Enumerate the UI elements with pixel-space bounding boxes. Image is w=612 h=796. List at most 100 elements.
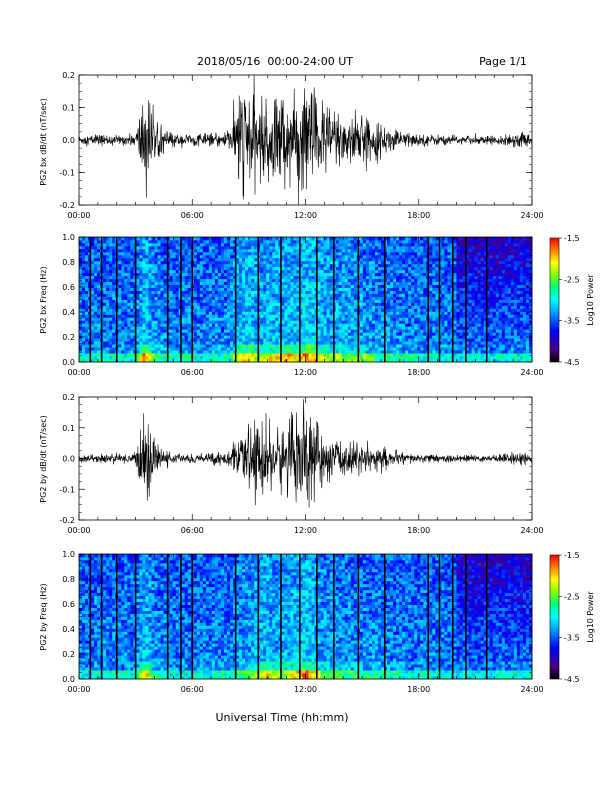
spectrogram-cell <box>420 285 423 288</box>
spectrogram-cell <box>148 329 151 332</box>
spectrogram-cell <box>236 276 239 279</box>
spectrogram-cell <box>405 323 408 326</box>
spectrogram-cell <box>363 338 366 341</box>
spectrogram-cell <box>148 332 151 335</box>
spectrogram-cell <box>254 246 257 249</box>
spectrogram-cell <box>254 264 257 267</box>
spectrogram-cell <box>312 305 315 308</box>
spectrogram-cell <box>281 294 284 297</box>
spectrogram-cell <box>106 344 109 347</box>
spectrogram-cell <box>290 332 293 335</box>
spectrogram-cell <box>170 323 173 326</box>
spectrogram-cell <box>423 332 426 335</box>
spectrogram-cell <box>390 240 393 243</box>
spectrogram-cell <box>188 320 191 323</box>
spectrogram-cell <box>121 338 124 341</box>
spectrogram-cell <box>372 332 375 335</box>
spectrogram-cell <box>287 270 290 273</box>
spectrogram-cell <box>363 326 366 329</box>
spectrogram-cell <box>148 305 151 308</box>
spectrogram-cell <box>151 341 154 344</box>
spectrogram-cell <box>287 240 290 243</box>
spectrogram-cell <box>85 261 88 264</box>
spectrogram-cell <box>188 311 191 314</box>
spectrogram-cell <box>139 326 142 329</box>
spectrogram-cell <box>387 341 390 344</box>
spectrogram-cell <box>360 273 363 276</box>
spectrogram-cell <box>351 285 354 288</box>
spectrogram-cell <box>194 243 197 246</box>
spectrogram-cell <box>387 302 390 305</box>
spectrogram-cell <box>402 335 405 338</box>
spectrogram-cell <box>312 302 315 305</box>
spectrogram-cell <box>269 255 272 258</box>
spectrogram-cell <box>97 291 100 294</box>
spectrogram-cell <box>275 311 278 314</box>
spectrogram-cell <box>170 276 173 279</box>
spectrogram-cell <box>106 305 109 308</box>
spectrogram-cell <box>164 267 167 270</box>
spectrogram-cell <box>411 311 414 314</box>
spectrogram-cell <box>161 264 164 267</box>
spectrogram-cell <box>330 276 333 279</box>
spectrogram-cell <box>130 246 133 249</box>
spectrogram-cell <box>139 350 142 353</box>
spectrogram-cell <box>245 323 248 326</box>
spectrogram-cell <box>363 243 366 246</box>
spectrogram-cell <box>281 246 284 249</box>
spectrogram-cell <box>145 320 148 323</box>
spectrogram-cell <box>218 288 221 291</box>
spectrogram-cell <box>275 302 278 305</box>
spectrogram-cell <box>97 338 100 341</box>
spectrogram-cell <box>414 311 417 314</box>
spectrogram-cell <box>215 332 218 335</box>
spectrogram-cell <box>203 335 206 338</box>
spectrogram-cell <box>327 356 330 359</box>
spectrogram-cell <box>396 276 399 279</box>
spectrogram-cell <box>130 258 133 261</box>
spectrogram-cell <box>215 356 218 359</box>
spectrogram-cell <box>212 297 215 300</box>
spectrogram-cell <box>414 350 417 353</box>
spectrogram-cell <box>342 347 345 350</box>
spectrogram-cell <box>145 341 148 344</box>
spectrogram-cell <box>136 282 139 285</box>
spectrogram-cell <box>188 308 191 311</box>
spectrogram-cell <box>336 297 339 300</box>
spectrogram-cell <box>402 320 405 323</box>
spectrogram-cell <box>142 252 145 255</box>
spectrogram-cell <box>185 252 188 255</box>
spectrogram-cell <box>227 323 230 326</box>
spectrogram-cell <box>275 255 278 258</box>
spectrogram-cell <box>348 317 351 320</box>
spectrogram-cell <box>342 344 345 347</box>
spectrogram-cell <box>360 285 363 288</box>
spectrogram-cell <box>330 308 333 311</box>
spectrogram-cell <box>203 270 206 273</box>
spectrogram-cell <box>411 294 414 297</box>
spectrogram-cell <box>158 335 161 338</box>
spectrogram-cell <box>106 302 109 305</box>
spectrogram-cell <box>272 329 275 332</box>
spectrogram-cell <box>254 267 257 270</box>
spectrogram-cell <box>206 294 209 297</box>
spectrogram-cell <box>324 332 327 335</box>
spectrogram-cell <box>212 246 215 249</box>
spectrogram-cell <box>148 276 151 279</box>
spectrogram-cell <box>242 350 245 353</box>
spectrogram-cell <box>221 338 224 341</box>
spectrogram-cell <box>97 255 100 258</box>
spectrogram-cell <box>103 320 106 323</box>
spectrogram-cell <box>327 288 330 291</box>
spectrogram-cell <box>393 302 396 305</box>
spectrogram-cell <box>215 323 218 326</box>
spectrogram-cell <box>360 302 363 305</box>
spectrogram-cell <box>405 291 408 294</box>
spectrogram-cell <box>230 314 233 317</box>
spectrogram-cell <box>429 332 432 335</box>
spectrogram-cell <box>378 252 381 255</box>
spectrogram-cell <box>420 243 423 246</box>
spectrogram-cell <box>194 302 197 305</box>
spectrogram-cell <box>275 279 278 282</box>
spectrogram-cell <box>269 305 272 308</box>
